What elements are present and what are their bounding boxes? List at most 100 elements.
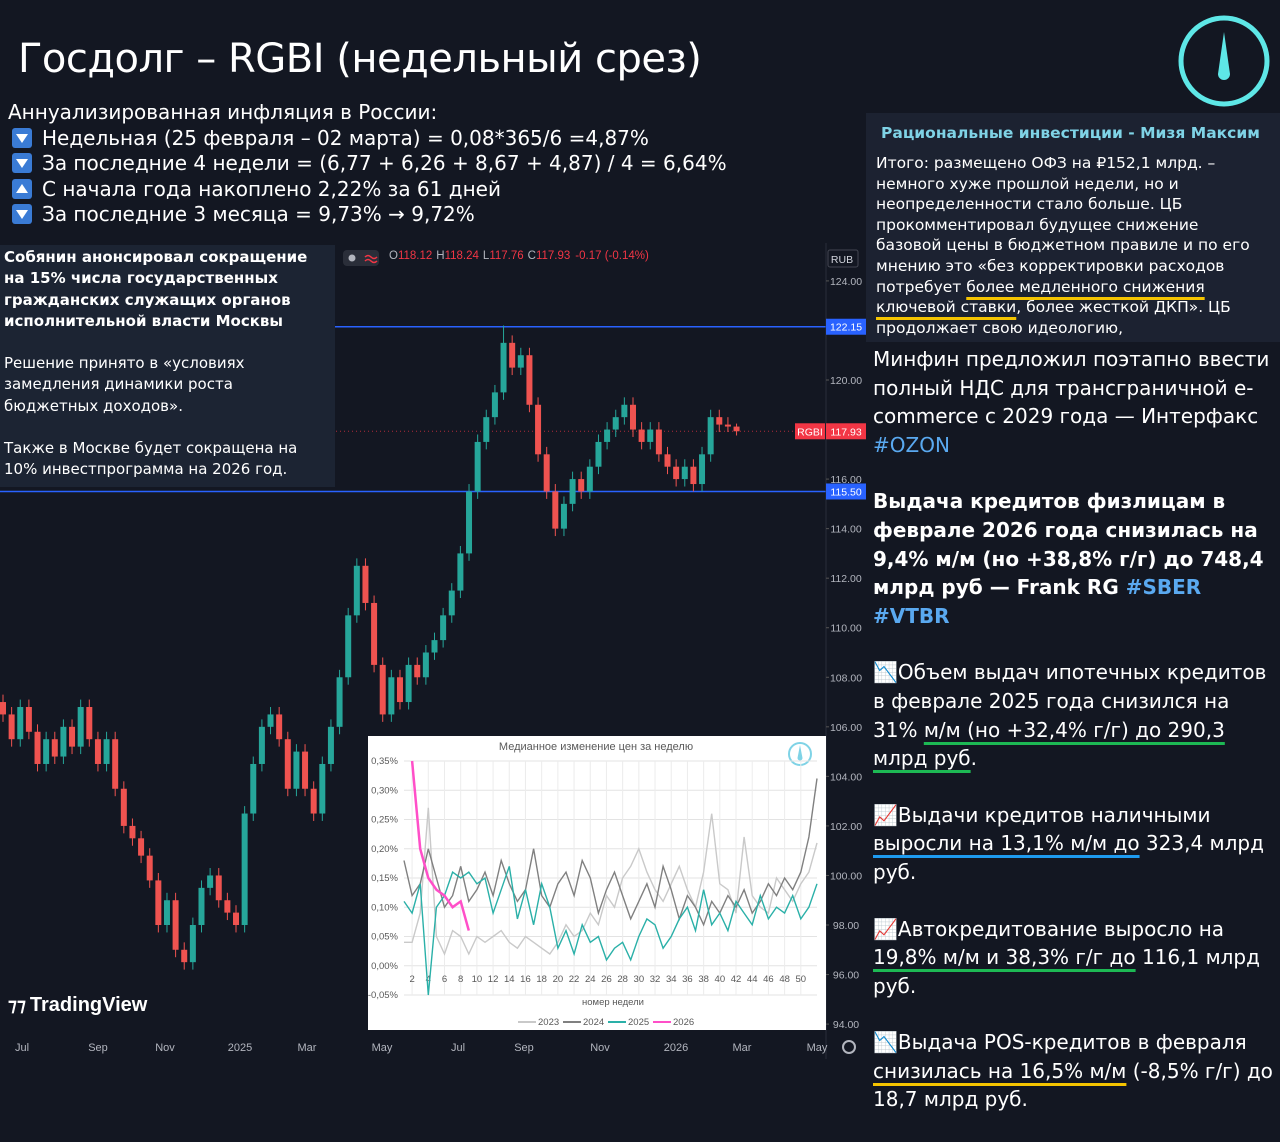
candle-body bbox=[535, 404, 542, 455]
page: {"header":{"title":"Госдолг – RGBI (неде… bbox=[0, 15, 1280, 1112]
settings-icon[interactable] bbox=[840, 1038, 858, 1056]
legend-icons bbox=[343, 250, 379, 266]
candle-body bbox=[60, 726, 67, 757]
candle-body bbox=[500, 342, 507, 393]
x-tick-label: 36 bbox=[682, 974, 693, 985]
candle-body bbox=[560, 503, 567, 529]
highlight: 19,8% м/м и 38,3% г/г до bbox=[873, 945, 1136, 970]
logo bbox=[1178, 15, 1270, 107]
candle-body bbox=[94, 739, 101, 764]
x-tick-label: 20 bbox=[553, 974, 564, 985]
candle-body bbox=[543, 454, 550, 492]
y-tick-label: 106.00 bbox=[830, 722, 862, 734]
brand-logo: ⁊⁊ bbox=[8, 995, 26, 1015]
inflation-block: Аннуализированная инфляция в России: Нед… bbox=[8, 100, 727, 228]
y-tick-label: -0,05% bbox=[368, 990, 399, 1001]
inset-logo-needle bbox=[797, 745, 803, 761]
candle-body bbox=[362, 565, 369, 603]
legend-key: O bbox=[389, 250, 398, 262]
text: 📈Автокредитование выросло на bbox=[873, 916, 1225, 941]
highlight: более медленного снижения ключевой ставк… bbox=[876, 277, 1205, 317]
channel-name: Рациональные инвестиции - Мизя Максим bbox=[881, 124, 1260, 142]
inflation-line: Недельная (25 февраля – 02 марта) = 0,08… bbox=[8, 126, 727, 152]
candle-body bbox=[517, 355, 524, 368]
icon-box bbox=[343, 250, 379, 266]
x-tick-label: Mar bbox=[733, 1042, 752, 1054]
text: 323,4 млрд руб. bbox=[873, 831, 1264, 884]
x-tick-label: Sep bbox=[514, 1042, 534, 1054]
candle-body bbox=[250, 763, 257, 814]
candle-body bbox=[224, 900, 231, 913]
x-tick-label: 6 bbox=[442, 974, 447, 985]
candle-body bbox=[181, 949, 188, 963]
candle-body bbox=[163, 900, 170, 926]
legend-value: 117.76 bbox=[489, 250, 524, 262]
x-tick-label: Jul bbox=[15, 1042, 29, 1054]
y-tick-label: 96.00 bbox=[833, 970, 859, 982]
logo-needle bbox=[1218, 32, 1230, 80]
inset-card: Медианное изменение цен за неделю -0,05% 0… bbox=[368, 736, 826, 1030]
candle-body bbox=[258, 726, 265, 764]
gear[interactable] bbox=[842, 1040, 856, 1054]
news-item: 📈Автокредитование выросло на 19,8% м/м и… bbox=[873, 915, 1278, 1001]
legend-key: H bbox=[436, 250, 445, 262]
text: . bbox=[970, 746, 977, 771]
candle-body bbox=[69, 726, 76, 747]
y-tick-label: 112.00 bbox=[830, 573, 861, 585]
inflation-text: Недельная (25 февраля – 02 марта) = 0,08… bbox=[42, 125, 649, 150]
y-tick-label: 108.00 bbox=[830, 672, 862, 684]
y-tick-label: 94.00 bbox=[833, 1019, 859, 1031]
y-tick-label: 104.00 bbox=[830, 771, 862, 783]
candle-body bbox=[638, 429, 645, 442]
candle-body bbox=[491, 392, 498, 418]
x-tick-label: 46 bbox=[763, 974, 774, 985]
x-tick-label: 12 bbox=[488, 974, 499, 985]
ohlc-legend: O118.12 H118.24 L117.76 C117.93 -0.17 (-0.14… bbox=[385, 250, 649, 262]
candle-body bbox=[353, 565, 360, 616]
inflation-line: За последние 3 месяца = 9,73% → 9,72% bbox=[8, 202, 727, 228]
x-tick-label: May bbox=[372, 1042, 393, 1054]
highlight: снизилась на 16,5% м/м bbox=[873, 1058, 1127, 1083]
candle-body bbox=[578, 479, 585, 492]
arrow bbox=[16, 183, 28, 193]
candle-body bbox=[86, 707, 93, 740]
inflation-line: С начала года накоплено 2,22% за 61 дней bbox=[8, 177, 727, 203]
candle-body bbox=[595, 441, 602, 467]
last-name: RGBI bbox=[797, 426, 823, 438]
price-line-label: 122.15 bbox=[830, 322, 862, 334]
candle-body bbox=[276, 714, 283, 740]
candle-body bbox=[43, 739, 50, 764]
news-paragraph: Также в Москве будет сокращена на 10% ин… bbox=[4, 439, 298, 479]
x-tick-label: 42 bbox=[731, 974, 742, 985]
series-line bbox=[403, 778, 818, 927]
candle-body bbox=[327, 726, 334, 764]
candle-body bbox=[448, 590, 455, 616]
candle-body bbox=[526, 355, 533, 405]
x-tick-label: Nov bbox=[155, 1042, 175, 1054]
legend-value: 117.93 bbox=[535, 250, 571, 262]
candle-body bbox=[310, 788, 317, 814]
candle-body bbox=[733, 426, 740, 432]
last-name-tag bbox=[795, 423, 825, 440]
candle-body bbox=[681, 466, 688, 480]
legend-change: -0.17 (-0.14%) bbox=[575, 250, 649, 262]
inflation-title: Аннуализированная инфляция в России: bbox=[8, 100, 438, 124]
x-tick-label: 44 bbox=[747, 974, 758, 985]
candle-body bbox=[112, 739, 119, 789]
x-tick-label: Jul bbox=[451, 1042, 465, 1054]
x-tick-label: 50 bbox=[796, 974, 807, 985]
arrow-shape bbox=[16, 133, 28, 143]
candle-body bbox=[388, 677, 395, 715]
candle-body bbox=[716, 417, 723, 425]
news-list: Минфин предложил поэтапно ввести полный … bbox=[873, 345, 1278, 1142]
x-tick-label: 30 bbox=[634, 974, 645, 985]
inset-title: Медианное изменение цен за неделю bbox=[499, 741, 693, 753]
candle-body bbox=[120, 788, 127, 826]
channel-box: Рациональные инвестиции - Мизя Максим Ит… bbox=[866, 113, 1280, 342]
candle-body bbox=[302, 751, 309, 789]
candle-body bbox=[371, 602, 378, 665]
news-item: 📈Выдачи кредитов наличными выросли на 13… bbox=[873, 801, 1278, 887]
channel-post: Итого: размещено ОФЗ на ₽152,1 млрд. – н… bbox=[876, 153, 1256, 338]
arrow-shape bbox=[16, 183, 28, 193]
news-item: Выдача кредитов физлицам в феврале 2026 … bbox=[873, 487, 1278, 630]
